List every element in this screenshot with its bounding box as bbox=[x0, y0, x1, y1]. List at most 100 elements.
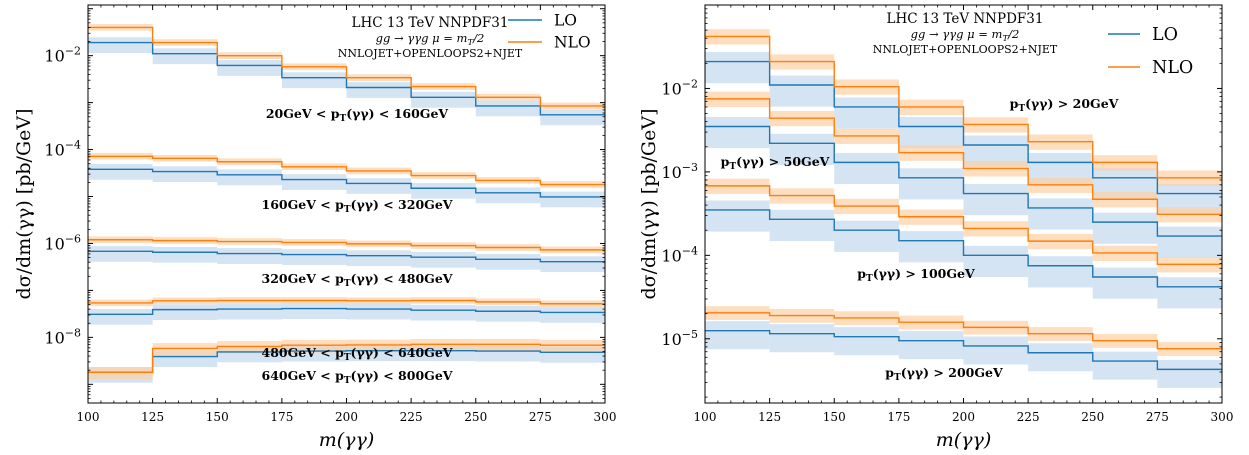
band-lo-g2-bin3 bbox=[281, 249, 347, 265]
band-lo-g2-bin0 bbox=[705, 200, 770, 232]
band-nlo-g4-bin3 bbox=[281, 339, 347, 353]
band-lo-g1-bin5 bbox=[1028, 198, 1093, 230]
band-lo-g0-bin0 bbox=[88, 37, 153, 53]
ytick-label: 10−6 bbox=[44, 232, 81, 253]
band-lo-g0-bin0 bbox=[705, 52, 770, 84]
ytick-label: 10−2 bbox=[661, 77, 698, 98]
ytick-label: 10−4 bbox=[661, 244, 698, 265]
ytick-label: 10−5 bbox=[661, 328, 698, 349]
info-collider: LHC 13 TeV NNPDF31 bbox=[887, 11, 1044, 27]
step-lo-g2 bbox=[705, 209, 1222, 288]
step-nlo-g0 bbox=[88, 26, 605, 107]
step-lo-g1 bbox=[705, 125, 1222, 237]
legend-label-nlo: NLO bbox=[554, 33, 591, 51]
band-lo-g1-bin7 bbox=[1157, 226, 1222, 258]
xtick-label: 100 bbox=[694, 410, 717, 424]
xtick-label: 225 bbox=[400, 410, 423, 424]
xtick-label: 225 bbox=[1017, 410, 1040, 424]
step-nlo-g4 bbox=[88, 343, 605, 374]
step-lo-g4 bbox=[88, 350, 605, 374]
band-lo-g1-bin3 bbox=[281, 174, 347, 190]
xtick-label: 175 bbox=[887, 410, 910, 424]
group-label-2: pT(γγ) > 100GeV bbox=[857, 266, 975, 284]
band-nlo-g4-bin4 bbox=[346, 339, 412, 353]
band-lo-g2-bin3 bbox=[898, 231, 964, 263]
xtick-label: 100 bbox=[77, 410, 100, 424]
y-axis-label: dσ/dm(γγ) [pb/GeV] bbox=[13, 109, 35, 300]
group-label-3: 480GeV < pT(γγ) < 640GeV bbox=[262, 345, 453, 363]
band-lo-g3-bin1 bbox=[769, 324, 835, 353]
legend-label-lo: LO bbox=[1152, 25, 1178, 45]
band-lo-g3-bin3 bbox=[281, 303, 347, 320]
info-collider: LHC 13 TeV NNPDF31 bbox=[352, 15, 509, 31]
band-lo-g1-bin4 bbox=[963, 184, 1029, 216]
group-label-4: 640GeV < pT(γγ) < 800GeV bbox=[262, 368, 453, 386]
band-lo-g3-bin7 bbox=[540, 307, 605, 323]
xtick-label: 300 bbox=[594, 410, 617, 424]
xtick-label: 250 bbox=[1081, 410, 1104, 424]
band-lo-g0-bin2 bbox=[217, 60, 282, 76]
band-lo-g2-bin7 bbox=[540, 256, 605, 273]
band-lo-g2-bin2 bbox=[834, 220, 899, 252]
step-nlo-g2 bbox=[705, 185, 1222, 266]
info-tools: NNLOJET+OPENLOOPS2+NJET bbox=[338, 47, 523, 60]
band-lo-g1-bin0 bbox=[88, 163, 153, 180]
x-axis-label: m(γγ) bbox=[936, 429, 992, 451]
band-lo-g2-bin4 bbox=[963, 245, 1029, 278]
band-lo-g1-bin6 bbox=[1092, 212, 1158, 244]
band-lo-g0-bin3 bbox=[898, 116, 964, 149]
band-lo-g3-bin6 bbox=[475, 305, 541, 322]
band-lo-g1-bin2 bbox=[217, 169, 282, 186]
xtick-label: 125 bbox=[758, 410, 781, 424]
band-lo-g1-bin3 bbox=[898, 168, 964, 200]
band-lo-g2-bin1 bbox=[152, 246, 218, 263]
band-lo-g1-bin7 bbox=[540, 191, 605, 208]
band-lo-g0-bin7 bbox=[540, 109, 605, 126]
chart-right: 100 125 150 175 200 225 250 275 300 10−2 10−3 10−4 1… bbox=[638, 4, 1234, 451]
x-axis-label: m(γγ) bbox=[319, 429, 375, 451]
band-nlo-g4-bin2 bbox=[217, 341, 282, 354]
band-lo-g1-bin5 bbox=[411, 182, 476, 199]
group-label-2: 320GeV < pT(γγ) < 480GeV bbox=[262, 271, 453, 289]
band-lo-g3-bin4 bbox=[346, 303, 412, 320]
band-lo-g1-bin0 bbox=[705, 116, 770, 149]
legend-label-lo: LO bbox=[554, 11, 577, 29]
xtick-label: 150 bbox=[206, 410, 229, 424]
step-nlo-g3 bbox=[88, 299, 605, 305]
band-lo-g1-bin1 bbox=[769, 133, 835, 165]
group-label-1: 160GeV < pT(γγ) < 320GeV bbox=[262, 197, 453, 215]
band-lo-g2-bin6 bbox=[1092, 267, 1158, 299]
xtick-label: 200 bbox=[335, 410, 358, 424]
group-label-0: pT(γγ) > 20GeV bbox=[1010, 96, 1119, 114]
xtick-label: 275 bbox=[1146, 410, 1169, 424]
step-lo-g0 bbox=[88, 41, 605, 116]
ytick-label: 10−4 bbox=[44, 139, 81, 160]
step-lo-g3 bbox=[88, 307, 605, 315]
xtick-label: 275 bbox=[529, 410, 552, 424]
band-lo-g2-bin1 bbox=[769, 209, 835, 242]
band-nlo-g4-bin0 bbox=[88, 366, 153, 380]
band-lo-g3-bin0 bbox=[705, 321, 770, 350]
band-lo-g3-bin0 bbox=[88, 308, 153, 325]
band-nlo-g4-bin1 bbox=[152, 343, 218, 356]
band-lo-g2-bin2 bbox=[217, 248, 282, 264]
group-label-3: pT(γγ) > 200GeV bbox=[885, 365, 1003, 383]
xtick-label: 300 bbox=[1211, 410, 1234, 424]
step-nlo-g1 bbox=[88, 155, 605, 186]
band-lo-g2-bin6 bbox=[475, 253, 541, 270]
band-lo-g1-bin6 bbox=[475, 187, 541, 204]
band-lo-g2-bin4 bbox=[346, 250, 412, 267]
group-label-1: pT(γγ) > 50GeV bbox=[721, 154, 830, 172]
band-lo-g3-bin6 bbox=[1092, 351, 1158, 380]
xtick-label: 200 bbox=[952, 410, 975, 424]
step-lo-g3 bbox=[705, 330, 1222, 371]
band-nlo-g4-bin7 bbox=[540, 339, 605, 353]
band-lo-g0-bin3 bbox=[281, 72, 347, 89]
step-lo-g0 bbox=[705, 60, 1222, 195]
xtick-label: 175 bbox=[270, 410, 293, 424]
ytick-label: 10−2 bbox=[44, 45, 81, 66]
step-nlo-g3 bbox=[705, 312, 1222, 350]
band-lo-g3-bin2 bbox=[217, 303, 282, 320]
ytick-label: 10−3 bbox=[661, 161, 698, 182]
